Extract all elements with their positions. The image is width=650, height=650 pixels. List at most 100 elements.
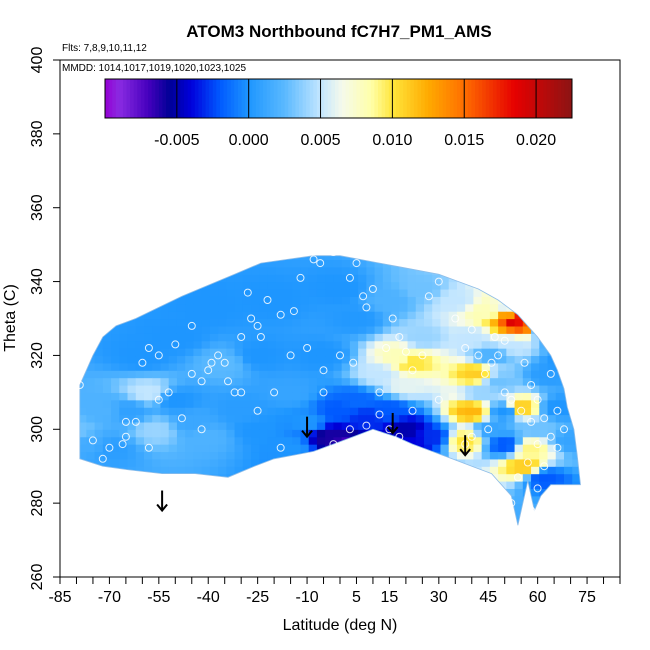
heatmap-cell <box>226 414 236 423</box>
colorbar-swatch <box>115 79 120 118</box>
heatmap-cell <box>506 444 516 453</box>
heatmap-cell <box>234 311 244 320</box>
heatmap-cell <box>292 318 302 327</box>
heatmap-cell <box>325 362 335 371</box>
heatmap-cell <box>407 480 417 489</box>
heatmap-cell <box>135 503 145 512</box>
heatmap-cell <box>267 362 277 371</box>
heatmap-cell <box>152 333 162 342</box>
colorbar-swatch <box>158 79 163 118</box>
heatmap-cell <box>341 473 351 482</box>
colorbar-swatch <box>536 79 541 118</box>
heatmap-cell <box>176 407 186 416</box>
heatmap-cell <box>531 281 540 290</box>
colorbar-swatch <box>237 79 243 118</box>
heatmap-cell <box>176 288 186 297</box>
heatmap-cell <box>308 444 318 453</box>
heatmap-cell <box>374 288 384 297</box>
heatmap-cell <box>325 392 335 401</box>
heatmap-cell <box>374 325 384 334</box>
heatmap-cell <box>242 407 252 416</box>
heatmap-cell <box>135 266 145 275</box>
x-tick-label: 75 <box>578 589 596 606</box>
heatmap-cell <box>498 429 507 438</box>
heatmap-cell <box>226 407 236 416</box>
heatmap-cell <box>168 384 178 393</box>
heatmap-cell <box>366 370 376 379</box>
heatmap-cell <box>70 326 79 334</box>
heatmap-cell <box>242 399 252 408</box>
colorbar-swatch <box>291 79 296 118</box>
heatmap-cell <box>201 436 211 445</box>
heatmap-cell <box>251 458 260 467</box>
sample-marker <box>329 440 338 449</box>
heatmap-cell <box>176 429 186 438</box>
heatmap-cell <box>160 407 170 416</box>
heatmap-cell <box>465 436 475 445</box>
heatmap-cell <box>498 377 507 386</box>
sample-marker <box>434 277 443 286</box>
heatmap-cell <box>102 340 112 349</box>
heatmap-cell <box>316 517 326 526</box>
heatmap-cell <box>292 348 302 357</box>
sample-marker <box>500 388 509 397</box>
heatmap-cell <box>564 525 573 533</box>
heatmap-cell <box>259 348 269 357</box>
heatmap-cell <box>424 414 433 423</box>
heatmap-cell <box>391 495 400 504</box>
heatmap-cell <box>94 458 104 467</box>
sample-marker <box>349 358 358 367</box>
heatmap-cell <box>86 325 96 334</box>
heatmap-cell <box>119 377 129 386</box>
heatmap-cell <box>234 480 244 489</box>
heatmap-cell <box>144 355 153 364</box>
heatmap-cell <box>218 451 227 460</box>
heatmap-cell <box>218 288 227 297</box>
heatmap-cell <box>514 488 524 497</box>
heatmap-cell <box>580 458 581 467</box>
heatmap-cell <box>127 392 137 401</box>
heatmap-cell <box>465 355 475 364</box>
heatmap-cell <box>440 525 449 533</box>
heatmap-cell <box>127 488 137 497</box>
heatmap-cell <box>555 458 565 467</box>
heatmap-cell <box>448 451 458 460</box>
heatmap-cell <box>564 495 573 504</box>
heatmap-cell <box>185 436 195 445</box>
heatmap-cell <box>111 495 120 504</box>
heatmap-cell <box>358 414 367 423</box>
heatmap-cell <box>473 333 483 342</box>
heatmap-cell <box>86 392 96 401</box>
sample-marker <box>527 506 536 515</box>
heatmap-cell <box>432 503 442 512</box>
heatmap-cell <box>341 517 351 526</box>
heatmap-cell <box>135 414 145 423</box>
heatmap-cell <box>144 480 153 489</box>
heatmap-cell <box>201 362 211 371</box>
heatmap-cell <box>267 503 277 512</box>
sample-marker <box>362 421 371 430</box>
colorbar-swatch <box>324 79 329 118</box>
heatmap-cell <box>135 444 145 453</box>
heatmap-cell <box>234 370 244 379</box>
heatmap-cell <box>226 451 236 460</box>
heatmap-cell <box>152 377 162 386</box>
heatmap-cell <box>407 377 417 386</box>
heatmap-cell <box>209 495 219 504</box>
heatmap-cell <box>448 259 458 268</box>
sample-marker <box>520 358 529 367</box>
heatmap-cell <box>424 303 433 312</box>
heatmap-cell <box>341 399 351 408</box>
colorbar-swatch <box>162 79 167 118</box>
heatmap-cell <box>201 421 211 430</box>
heatmap-cell <box>456 444 466 453</box>
colorbar-swatch <box>248 79 253 118</box>
heatmap-cell <box>580 466 581 475</box>
heatmap-cell <box>407 288 417 297</box>
heatmap-cell <box>168 333 178 342</box>
heatmap-cell <box>251 362 260 371</box>
heatmap-cell <box>555 421 565 430</box>
heatmap-cell <box>399 348 409 357</box>
heatmap-cell <box>498 245 507 253</box>
colorbar-swatch <box>500 79 505 118</box>
